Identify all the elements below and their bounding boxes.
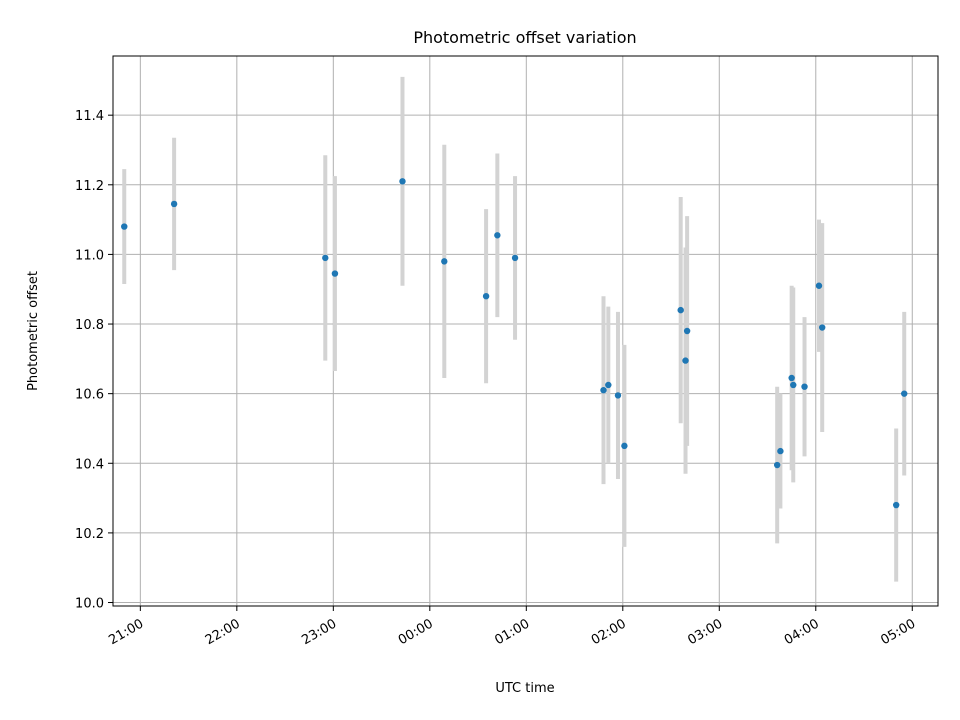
y-tick-label: 10.6 <box>75 388 104 403</box>
data-point <box>322 254 329 262</box>
data-point <box>170 200 178 208</box>
data-point <box>788 374 795 382</box>
data-point <box>790 381 797 389</box>
data-point <box>494 232 501 239</box>
data-point <box>892 501 900 509</box>
data-point <box>600 386 607 394</box>
data-point <box>614 392 622 399</box>
data-point <box>511 254 519 262</box>
y-tick-label: 11.2 <box>75 179 104 194</box>
data-point <box>683 327 691 335</box>
y-tick-label: 11.0 <box>75 248 104 263</box>
plot-area <box>113 56 938 606</box>
y-axis-ticks: 10.0 10.2 10.4 10.6 10.8 11.0 11.2 11.4 <box>75 109 113 612</box>
data-point <box>682 357 689 364</box>
y-tick-label: 11.4 <box>75 109 104 124</box>
chart-title: Photometric offset variation <box>413 28 636 47</box>
data-points <box>121 178 908 509</box>
data-point <box>773 461 781 469</box>
data-point <box>331 270 339 277</box>
data-point <box>441 258 448 265</box>
data-point <box>621 442 628 450</box>
data-point <box>815 282 823 289</box>
data-point <box>482 292 490 300</box>
y-axis-label: Photometric offset <box>26 271 41 391</box>
data-point <box>677 306 684 314</box>
y-tick-label: 10.4 <box>75 457 104 472</box>
grid <box>113 56 938 606</box>
data-point <box>121 223 128 230</box>
data-point <box>777 447 784 455</box>
y-tick-label: 10.2 <box>75 527 104 542</box>
data-point <box>819 324 826 331</box>
x-axis-label: UTC time <box>495 681 554 696</box>
y-tick-label: 10.0 <box>75 597 104 612</box>
y-tick-label: 10.8 <box>75 318 104 333</box>
data-point <box>399 178 406 185</box>
data-point <box>801 383 808 390</box>
data-point <box>605 381 612 389</box>
plot-frame <box>112 55 939 607</box>
data-point <box>901 390 908 397</box>
